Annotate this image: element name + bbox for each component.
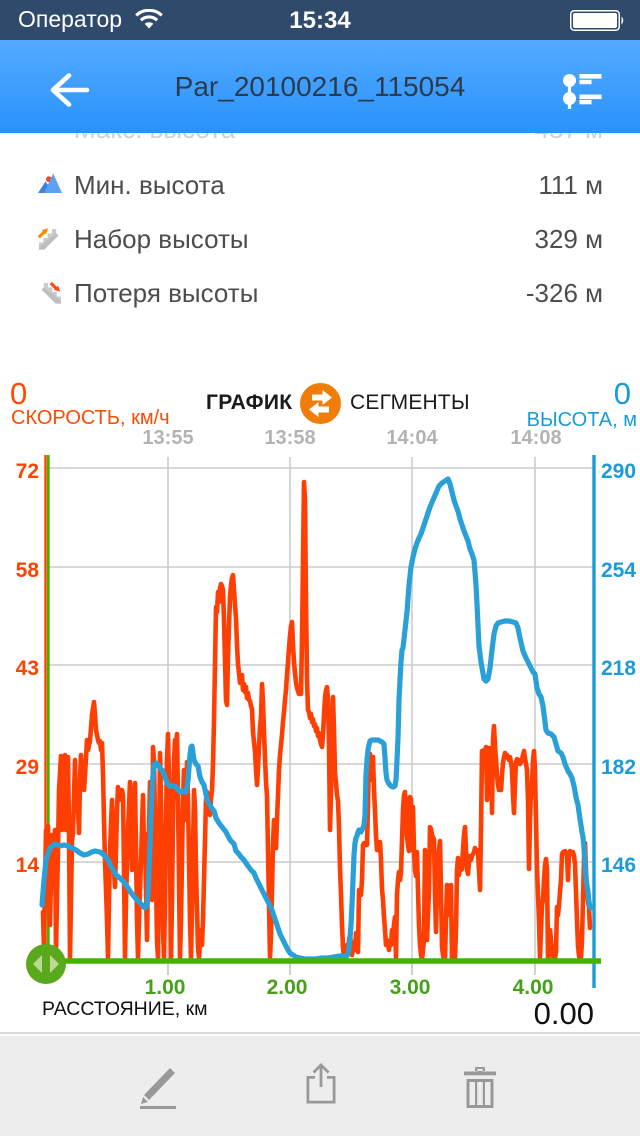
svg-text:218: 218 (601, 657, 636, 680)
svg-text:14: 14 (16, 854, 40, 877)
svg-text:290: 290 (601, 460, 636, 483)
svg-text:43: 43 (16, 657, 39, 680)
svg-text:182: 182 (601, 756, 636, 779)
svg-text:29: 29 (16, 756, 39, 779)
svg-text:72: 72 (16, 460, 39, 483)
svg-text:254: 254 (601, 559, 636, 582)
svg-text:58: 58 (16, 559, 40, 582)
svg-text:146: 146 (601, 854, 636, 877)
